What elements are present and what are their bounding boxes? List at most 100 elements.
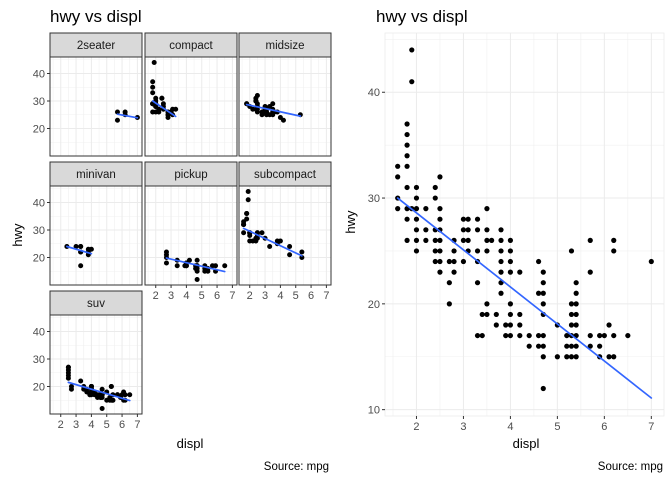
facet-suv-data-point [108, 384, 114, 389]
combined-data-point [573, 280, 579, 286]
combined-data-point [413, 227, 420, 233]
combined-data-point [451, 269, 457, 275]
facet-2seater: 2seater 20 30 40 [33, 32, 143, 157]
facet-subcompact-data-point [287, 244, 293, 249]
combined-data-point [404, 153, 410, 159]
combined-data-point [437, 258, 443, 265]
facet-midsize-data-point [259, 112, 265, 118]
combined-data-point [437, 206, 443, 212]
facet-2seater-y-tick-label: 20 [33, 124, 45, 136]
combined-data-point [611, 237, 617, 243]
combined-data-point [498, 258, 504, 265]
facet-suv-data-point [99, 395, 105, 400]
combined-data-point [573, 322, 579, 328]
combined-x-tick-label: 3 [460, 421, 466, 433]
facet-pickup-data-point [194, 268, 200, 274]
facet-compact-data-point [159, 95, 165, 101]
combined-data-point [606, 354, 612, 360]
facet-subcompact-panel-border [238, 185, 332, 286]
combined-y-tick-label: 30 [368, 193, 380, 205]
facet-midsize-data-point [253, 98, 259, 104]
facet-subcompact-x-tick-label: 2 [247, 290, 253, 302]
combined-data-point [493, 311, 499, 318]
facet-suv-data-point [127, 392, 133, 398]
facet-subcompact-data-point [245, 189, 251, 194]
combined-data-point [409, 79, 415, 85]
combined-data-point [413, 206, 420, 212]
facet-pickup-x-tick-label: 3 [168, 290, 174, 302]
combined-data-point [507, 258, 514, 265]
facet-suv-data-point [68, 386, 74, 392]
facet-suv-x-tick-label: 7 [134, 419, 140, 431]
combined-data-point [564, 343, 570, 349]
facet-compact-data-point [150, 90, 156, 96]
facet-suv-data-point [95, 392, 101, 398]
right-y-axis-title: hwy [343, 210, 358, 234]
left-chart-title: hwy vs displ [50, 7, 142, 26]
combined-data-point [648, 258, 654, 265]
facet-suv-data-point [65, 364, 71, 370]
facet-minivan-panel-border [49, 185, 143, 286]
combined-data-point [507, 301, 514, 307]
combined-data-point [437, 174, 443, 180]
combined-data-point [413, 195, 420, 201]
combined-data-point [587, 269, 593, 275]
combined-data-point [507, 269, 514, 275]
facet-subcompact-x-tick-label: 5 [293, 290, 299, 302]
facet-minivan-data-point [78, 263, 84, 269]
facet-subcompact-data-point [244, 211, 250, 216]
combined-y-tick-label: 10 [368, 405, 380, 417]
facet-subcompact-data-point [259, 230, 265, 236]
combined-panel-background [385, 33, 664, 416]
facet-suv-data-point [110, 397, 116, 403]
combined-data-point [517, 322, 523, 328]
facet-subcompact-data-point [277, 238, 283, 244]
combined-data-point [503, 322, 509, 328]
facet-compact-data-point [151, 60, 157, 65]
combined-data-point [432, 248, 438, 254]
facet-suv-trend-line [67, 381, 131, 402]
combined-data-point [413, 184, 420, 191]
combined-data-point [484, 248, 490, 254]
combined-data-point [568, 322, 575, 328]
combined-data-point [498, 227, 504, 233]
combined-data-point [474, 332, 481, 339]
facet-subcompact-data-point [245, 197, 251, 203]
combined-panel-border [384, 32, 665, 417]
facet-pickup-data-point [213, 263, 219, 269]
facet-subcompact-data-point [299, 249, 305, 255]
combined-data-point [446, 258, 452, 265]
combined-data-point [554, 354, 560, 360]
facet-2seater-panel-border [49, 56, 143, 157]
combined-data-point [437, 248, 443, 254]
combined-data-point [484, 206, 490, 212]
combined-data-point [535, 332, 542, 339]
combined-data-point [503, 332, 509, 339]
facet-suv-y-tick-label: 30 [33, 354, 45, 366]
combined-data-point [479, 311, 485, 318]
combined-data-point [404, 184, 410, 191]
combined-data-point [498, 248, 504, 254]
facet-subcompact-x-tick-label: 6 [308, 290, 314, 302]
facet-subcompact-strip [238, 161, 332, 187]
combined-data-point [526, 332, 532, 339]
combined-data-point [404, 163, 410, 169]
facet-pickup-data-point [222, 263, 228, 269]
combined-data-point [611, 332, 617, 339]
combined-x-tick-label: 4 [507, 421, 513, 433]
facet-suv-strip [49, 290, 143, 316]
combined-data-point [611, 248, 617, 254]
combined-data-point [460, 227, 467, 233]
left-y-axis-title: hwy [10, 223, 25, 247]
facet-midsize-panel-border [238, 56, 332, 157]
facet-pickup-x-tick-label: 6 [214, 290, 220, 302]
combined-data-point [568, 343, 575, 349]
facet-2seater-y-tick-label: 40 [33, 69, 45, 81]
facet-subcompact-data-point [241, 230, 247, 236]
faceted-scatter-plot: 2seater 20 30 40 compact midsize minivan 20 30 40… [33, 32, 332, 431]
combined-data-point [540, 301, 546, 307]
combined-data-point [573, 301, 579, 307]
combined-data-point [479, 332, 485, 339]
facet-suv-y-tick-label: 20 [33, 382, 45, 394]
combined-data-point [437, 237, 443, 243]
